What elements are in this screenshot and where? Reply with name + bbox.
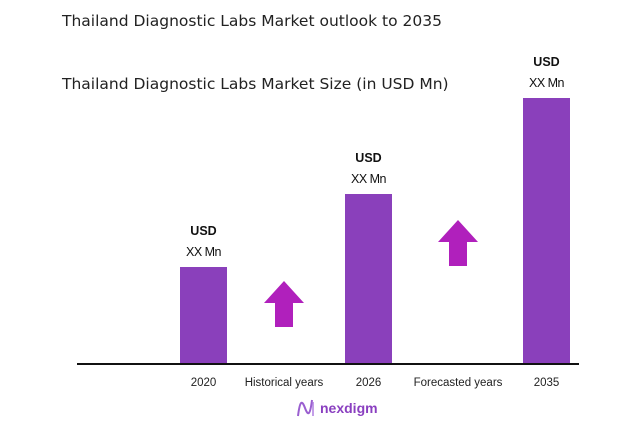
- x-tick-label-2026: 2026: [356, 377, 382, 389]
- nexdigm-logo-icon: [297, 399, 314, 417]
- data-label-value: XX Mn: [529, 76, 565, 90]
- data-label-currency: USD: [533, 55, 559, 69]
- data-label-currency: USD: [355, 151, 381, 165]
- bar-2026: [345, 194, 392, 364]
- bar-2020: [180, 267, 227, 364]
- data-label-value: XX Mn: [351, 172, 387, 186]
- nexdigm-logo-text: nexdigm: [320, 400, 378, 416]
- period-label: Historical years: [245, 377, 324, 389]
- data-label-value: XX Mn: [186, 245, 222, 259]
- growth-arrow-icon: [438, 220, 478, 266]
- data-label-currency: USD: [190, 224, 216, 238]
- chart-subtitle: Thailand Diagnostic Labs Market Size (in…: [62, 75, 449, 93]
- x-tick-label-2020: 2020: [191, 377, 217, 389]
- nexdigm-logo: nexdigm: [296, 398, 378, 418]
- growth-arrow-icon: [264, 281, 304, 327]
- chart-title: Thailand Diagnostic Labs Market outlook …: [62, 12, 442, 30]
- x-tick-label-2035: 2035: [534, 377, 560, 389]
- bar-2035: [523, 98, 570, 364]
- period-label: Forecasted years: [414, 377, 503, 389]
